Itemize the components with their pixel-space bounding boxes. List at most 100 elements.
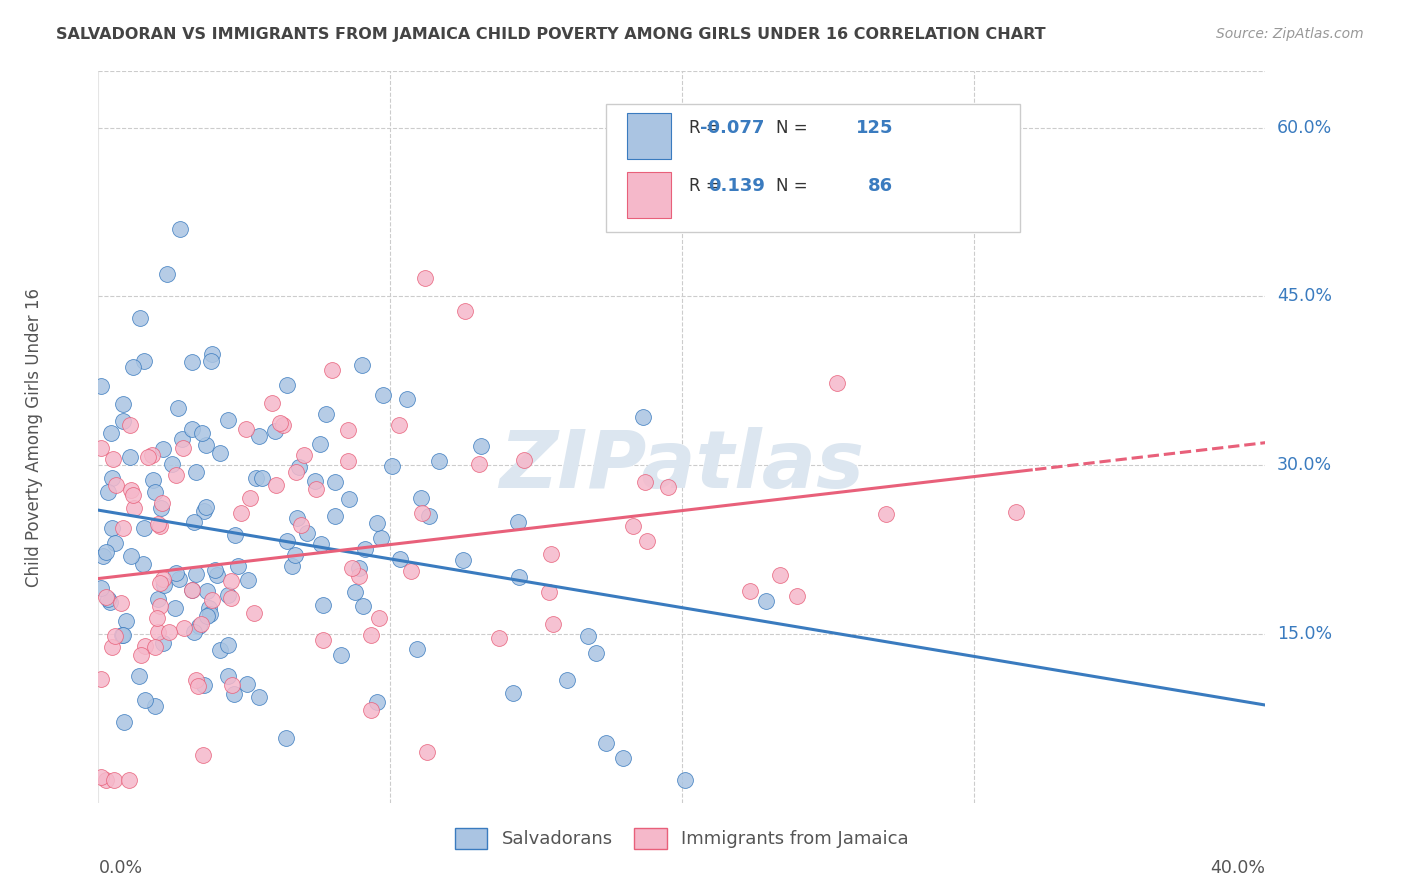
Point bbox=[340, 561, 363, 575]
Text: R =: R = bbox=[689, 178, 725, 195]
Point bbox=[90, 379, 112, 393]
Point bbox=[134, 521, 156, 535]
Point bbox=[201, 346, 224, 360]
Point bbox=[755, 593, 778, 607]
Point bbox=[181, 422, 204, 436]
Point bbox=[540, 547, 562, 561]
Point bbox=[142, 473, 165, 487]
Point bbox=[634, 475, 657, 489]
Point bbox=[245, 471, 267, 485]
Point bbox=[200, 353, 222, 368]
Point bbox=[266, 478, 288, 492]
Point bbox=[101, 521, 124, 535]
Text: N =: N = bbox=[776, 178, 813, 195]
Point bbox=[360, 703, 382, 717]
Point bbox=[149, 501, 172, 516]
Point bbox=[100, 425, 122, 440]
Point bbox=[388, 551, 411, 566]
Point bbox=[418, 508, 440, 523]
Point bbox=[281, 558, 304, 573]
Legend: Salvadorans, Immigrants from Jamaica: Salvadorans, Immigrants from Jamaica bbox=[447, 821, 917, 856]
Point bbox=[325, 509, 347, 524]
Text: N =: N = bbox=[776, 119, 813, 136]
Point bbox=[416, 744, 439, 758]
Point bbox=[90, 672, 112, 686]
Point bbox=[146, 592, 169, 607]
Point bbox=[370, 532, 392, 546]
Point bbox=[193, 503, 215, 517]
Point bbox=[165, 467, 187, 482]
Point bbox=[204, 563, 226, 577]
Point bbox=[97, 591, 120, 606]
Point bbox=[738, 583, 761, 598]
Point bbox=[120, 549, 142, 563]
Point bbox=[188, 619, 211, 633]
Point bbox=[183, 624, 205, 639]
Point bbox=[94, 773, 117, 788]
Point bbox=[146, 611, 169, 625]
Point bbox=[146, 517, 169, 532]
Point bbox=[269, 416, 291, 430]
Point bbox=[284, 548, 307, 562]
Point bbox=[399, 565, 422, 579]
Text: 30.0%: 30.0% bbox=[1277, 456, 1333, 475]
Point bbox=[236, 676, 259, 690]
Point bbox=[167, 401, 190, 415]
Point bbox=[219, 591, 242, 605]
Point bbox=[136, 450, 159, 464]
Point bbox=[90, 770, 112, 784]
Point bbox=[149, 519, 172, 533]
Point bbox=[631, 410, 654, 425]
Text: 125: 125 bbox=[856, 119, 893, 136]
Point bbox=[352, 358, 374, 372]
Point bbox=[143, 484, 166, 499]
Point bbox=[121, 487, 143, 501]
Point bbox=[180, 355, 202, 369]
Point bbox=[243, 606, 266, 620]
Point bbox=[285, 465, 308, 479]
Point bbox=[217, 669, 239, 683]
Point bbox=[312, 633, 335, 648]
Text: Child Poverty Among Girls Under 16: Child Poverty Among Girls Under 16 bbox=[25, 287, 44, 587]
Point bbox=[388, 418, 411, 433]
FancyBboxPatch shape bbox=[627, 113, 672, 159]
Point bbox=[198, 600, 221, 615]
Point bbox=[120, 450, 142, 465]
FancyBboxPatch shape bbox=[627, 171, 672, 218]
Point bbox=[395, 392, 418, 406]
Point bbox=[153, 578, 176, 592]
Point bbox=[134, 693, 156, 707]
Point bbox=[129, 310, 152, 325]
Point bbox=[488, 632, 510, 646]
Point bbox=[146, 624, 169, 639]
Point bbox=[134, 354, 156, 368]
Point bbox=[184, 673, 207, 687]
Point bbox=[184, 567, 207, 582]
Point bbox=[120, 418, 142, 433]
Point bbox=[152, 572, 174, 586]
Point bbox=[555, 673, 578, 687]
Point bbox=[1005, 505, 1028, 519]
Point bbox=[274, 731, 297, 746]
Point bbox=[276, 533, 298, 548]
Point bbox=[347, 569, 370, 583]
Point bbox=[825, 376, 848, 390]
Point bbox=[208, 643, 231, 657]
Point bbox=[152, 636, 174, 650]
Point bbox=[219, 574, 242, 588]
Point bbox=[90, 581, 112, 595]
Point bbox=[160, 457, 183, 471]
Point bbox=[163, 600, 186, 615]
Point bbox=[292, 448, 315, 462]
Point bbox=[636, 534, 658, 549]
Point bbox=[90, 442, 112, 456]
Point bbox=[336, 454, 359, 468]
Point bbox=[141, 448, 163, 462]
Point bbox=[381, 458, 404, 473]
Point bbox=[181, 583, 204, 598]
Point bbox=[308, 437, 330, 451]
Point bbox=[115, 614, 138, 628]
Point bbox=[367, 611, 389, 625]
Point bbox=[247, 429, 270, 443]
Point bbox=[152, 442, 174, 457]
